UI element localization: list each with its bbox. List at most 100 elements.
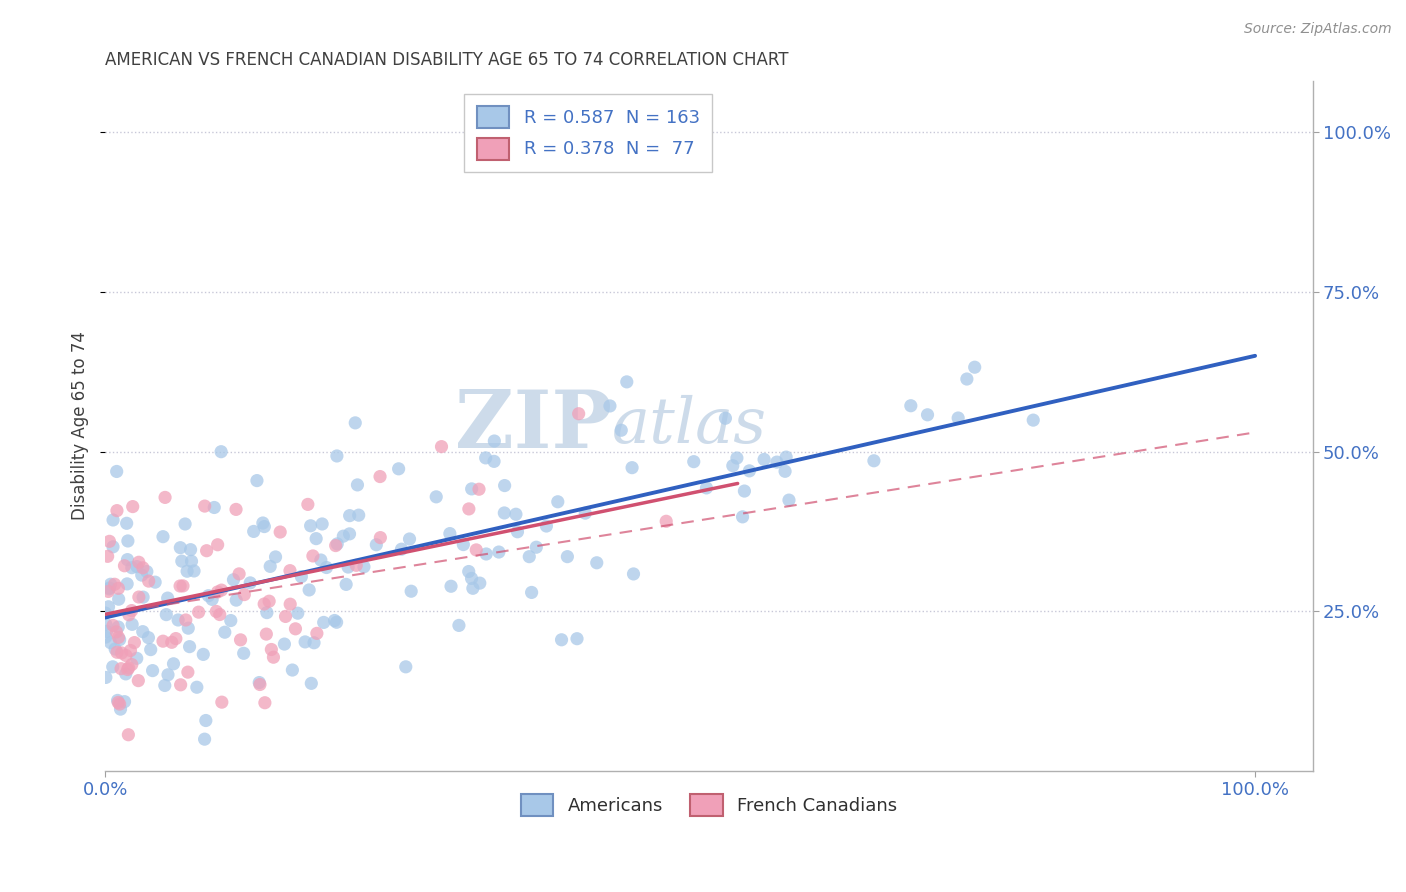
Point <box>256 606 278 620</box>
Point <box>160 635 183 649</box>
Point <box>290 569 312 583</box>
Point <box>368 469 391 483</box>
Point <box>193 648 215 662</box>
Point <box>169 579 191 593</box>
Point <box>94 617 117 632</box>
Point <box>1022 413 1045 427</box>
Point <box>94 606 117 620</box>
Point <box>104 642 127 657</box>
Point <box>259 559 281 574</box>
Point <box>475 547 498 561</box>
Point <box>574 506 596 520</box>
Point <box>127 673 149 688</box>
Point <box>257 594 280 608</box>
Point <box>517 549 540 564</box>
Point <box>179 640 201 654</box>
Point <box>228 566 250 581</box>
Point <box>124 635 146 649</box>
Point <box>863 454 886 468</box>
Point <box>125 559 148 574</box>
Point <box>242 524 264 539</box>
Point <box>131 568 153 582</box>
Point <box>505 507 527 521</box>
Point <box>311 516 333 531</box>
Point <box>725 450 748 465</box>
Point <box>430 440 453 454</box>
Point <box>536 519 558 533</box>
Point <box>440 579 463 593</box>
Point <box>262 650 284 665</box>
Point <box>107 582 129 596</box>
Point <box>211 583 233 598</box>
Point <box>287 606 309 620</box>
Point <box>325 615 347 630</box>
Point <box>118 607 141 622</box>
Point <box>101 513 124 527</box>
Point <box>207 585 229 599</box>
Point <box>778 493 800 508</box>
Point <box>488 545 510 559</box>
Point <box>105 465 128 479</box>
Point <box>332 529 354 543</box>
Point <box>208 607 231 622</box>
Point <box>294 635 316 649</box>
Point <box>738 464 761 478</box>
Point <box>247 675 270 690</box>
Point <box>229 632 252 647</box>
Point <box>506 524 529 539</box>
Point <box>132 561 155 575</box>
Point <box>143 575 166 590</box>
Point <box>946 411 969 425</box>
Text: Source: ZipAtlas.com: Source: ZipAtlas.com <box>1244 22 1392 37</box>
Point <box>107 620 129 634</box>
Point <box>370 531 392 545</box>
Point <box>520 585 543 599</box>
Point <box>183 564 205 578</box>
Point <box>325 539 347 553</box>
Point <box>773 464 796 478</box>
Point <box>180 542 202 557</box>
Point <box>117 728 139 742</box>
Point <box>457 565 479 579</box>
Point <box>344 416 367 430</box>
Point <box>457 502 479 516</box>
Point <box>482 454 505 468</box>
Point <box>107 592 129 607</box>
Point <box>138 574 160 588</box>
Point <box>111 646 134 660</box>
Point <box>107 631 129 645</box>
Point <box>353 559 375 574</box>
Point <box>101 540 124 554</box>
Point <box>253 519 276 533</box>
Point <box>139 642 162 657</box>
Point <box>253 597 276 611</box>
Point <box>524 540 547 554</box>
Point <box>155 607 177 622</box>
Point <box>177 665 200 680</box>
Point <box>399 584 422 599</box>
Point <box>121 604 143 618</box>
Point <box>298 582 321 597</box>
Point <box>105 624 128 639</box>
Point <box>312 615 335 630</box>
Point <box>395 660 418 674</box>
Point <box>447 618 470 632</box>
Point <box>326 537 349 551</box>
Point <box>152 634 174 648</box>
Point <box>305 532 328 546</box>
Point <box>900 399 922 413</box>
Point <box>114 695 136 709</box>
Point <box>468 482 491 496</box>
Point <box>339 527 361 541</box>
Point <box>105 503 128 517</box>
Point <box>254 627 277 641</box>
Point <box>96 624 118 639</box>
Point <box>98 581 121 595</box>
Point <box>108 697 131 711</box>
Point <box>100 636 122 650</box>
Point <box>194 714 217 728</box>
Point <box>101 618 124 632</box>
Point <box>169 678 191 692</box>
Point <box>174 516 197 531</box>
Point <box>115 648 138 663</box>
